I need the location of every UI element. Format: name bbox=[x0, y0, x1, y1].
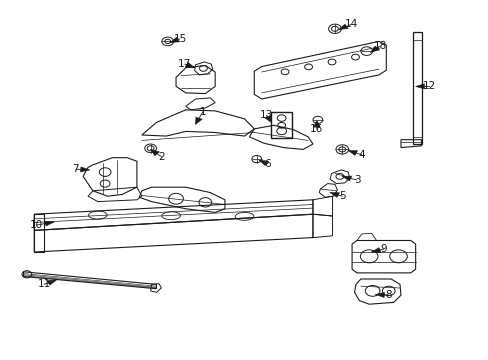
Polygon shape bbox=[47, 280, 56, 285]
Text: 4: 4 bbox=[358, 150, 365, 160]
Polygon shape bbox=[370, 46, 379, 52]
Polygon shape bbox=[81, 167, 89, 172]
Text: 9: 9 bbox=[380, 244, 386, 254]
Polygon shape bbox=[375, 292, 384, 297]
Text: 2: 2 bbox=[158, 152, 164, 162]
Text: 10: 10 bbox=[30, 220, 43, 230]
Polygon shape bbox=[338, 24, 347, 30]
Polygon shape bbox=[195, 117, 202, 124]
Polygon shape bbox=[185, 63, 194, 68]
Text: 13: 13 bbox=[259, 110, 273, 120]
Text: 3: 3 bbox=[353, 175, 360, 185]
Polygon shape bbox=[313, 121, 320, 127]
Polygon shape bbox=[371, 248, 380, 252]
Bar bbox=[271, 112, 291, 138]
Polygon shape bbox=[259, 160, 268, 166]
Polygon shape bbox=[329, 193, 339, 197]
Polygon shape bbox=[150, 149, 159, 156]
Text: 11: 11 bbox=[37, 279, 51, 289]
Text: 6: 6 bbox=[264, 159, 271, 169]
Polygon shape bbox=[347, 150, 357, 156]
Polygon shape bbox=[44, 221, 54, 226]
Text: 18: 18 bbox=[373, 41, 386, 51]
Polygon shape bbox=[342, 176, 351, 181]
Polygon shape bbox=[264, 116, 271, 122]
Text: 12: 12 bbox=[422, 81, 435, 91]
Text: 17: 17 bbox=[178, 59, 191, 69]
Text: 1: 1 bbox=[199, 107, 206, 117]
Text: 5: 5 bbox=[338, 191, 345, 201]
Text: 7: 7 bbox=[72, 164, 79, 174]
Text: 15: 15 bbox=[173, 34, 186, 44]
Polygon shape bbox=[415, 84, 424, 89]
Text: 14: 14 bbox=[344, 19, 357, 30]
Polygon shape bbox=[170, 37, 179, 42]
Text: 8: 8 bbox=[385, 290, 391, 300]
Text: 16: 16 bbox=[309, 124, 323, 134]
